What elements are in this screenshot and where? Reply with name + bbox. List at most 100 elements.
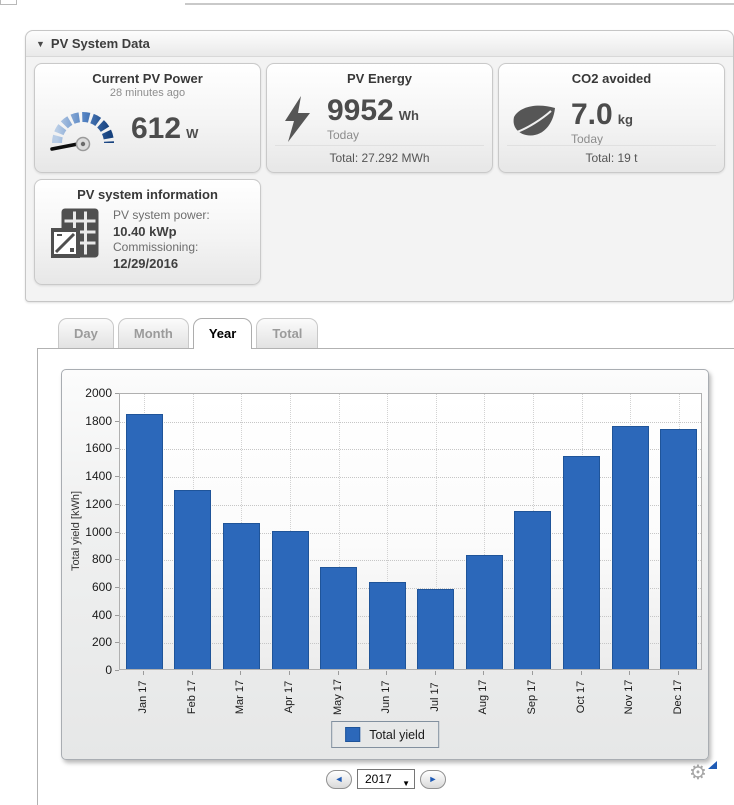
pv-system-information-card: PV system information	[34, 179, 261, 285]
y-tick-mark	[115, 531, 119, 533]
settings-gear-icon[interactable]: ⚙	[689, 761, 717, 788]
tab-total[interactable]: Total	[256, 318, 319, 348]
lightning-icon	[283, 96, 311, 142]
system-power-value: 10.40 kWp	[113, 223, 177, 239]
y-tick-mark	[115, 503, 119, 505]
x-tick-label: Jan 17	[137, 680, 150, 714]
y-tick-mark	[115, 448, 119, 450]
plot-area	[119, 393, 702, 670]
bar-mar-17	[222, 522, 260, 669]
pv-energy-period: Today	[327, 128, 360, 142]
y-tick-mark	[115, 670, 119, 671]
gridline-h	[120, 421, 701, 423]
x-tick-label: Aug 17	[477, 679, 490, 715]
x-tick-mark	[531, 671, 533, 675]
x-tick-label: Oct 17	[574, 680, 587, 714]
x-tick-mark	[240, 671, 242, 675]
tab-year[interactable]: Year	[192, 318, 253, 349]
bar-may-17	[320, 566, 358, 669]
co2-unit: kg	[617, 112, 633, 127]
bar-jan-17	[125, 414, 163, 669]
blue-arrow-icon	[708, 761, 717, 769]
system-power-label: PV system power:	[113, 208, 210, 222]
bar-nov-17	[611, 425, 649, 669]
chevron-down-icon: ▼	[402, 779, 410, 788]
x-tick-label: Mar 17	[234, 679, 247, 715]
card-title: PV Energy	[346, 71, 413, 86]
y-tick-label: 1800	[85, 413, 112, 428]
pv-system-data-panel: ▼ PV System Data Current PV Power 28 min…	[25, 30, 734, 302]
y-tick-label: 800	[91, 552, 112, 567]
co2-period: Today	[571, 132, 604, 146]
gridline-h	[120, 532, 701, 534]
tab-day[interactable]: Day	[58, 318, 114, 348]
y-tick-mark	[115, 586, 119, 588]
chart-legend: Total yield	[331, 721, 439, 748]
pv-system-data-header[interactable]: ▼ PV System Data	[26, 31, 733, 57]
y-tick-label: 1000	[85, 524, 112, 539]
y-tick-mark	[115, 559, 119, 561]
yield-chart: Total yield [kWh] Total yield 0 200 400 600…	[61, 369, 709, 760]
x-tick-label: Jul 17	[428, 682, 441, 712]
gridline-v	[387, 394, 389, 669]
y-tick-label: 1600	[85, 441, 112, 456]
year-select[interactable]: 2017 ▼	[357, 769, 415, 789]
y-tick-mark	[115, 393, 119, 394]
x-tick-mark	[629, 671, 631, 675]
gridline-h	[120, 560, 701, 562]
co2-total: Total: 19 t	[507, 145, 716, 172]
x-tick-label: Apr 17	[283, 680, 296, 714]
previous-year-button[interactable]: ◄	[326, 769, 352, 789]
x-tick-label: Dec 17	[671, 679, 684, 715]
bar-sep-17	[514, 511, 552, 669]
card-subtitle: 28 minutes ago	[109, 87, 186, 99]
pv-energy-total: Total: 27.292 MWh	[275, 145, 484, 172]
x-tick-mark	[386, 671, 388, 675]
bar-jun-17	[368, 581, 406, 669]
pv-energy-card: PV Energy 9952 Wh Today	[266, 63, 493, 173]
year-select-value: 2017	[365, 772, 392, 786]
gridline-v	[435, 394, 437, 669]
pv-energy-value: 9952	[327, 94, 394, 127]
bar-feb-17	[174, 490, 212, 669]
legend-label: Total yield	[369, 727, 425, 742]
tab-month[interactable]: Month	[117, 318, 189, 348]
gridline-h	[120, 504, 701, 506]
current-power-value: 612	[131, 112, 182, 145]
gridline-h	[120, 643, 701, 645]
x-tick-label: Feb 17	[185, 679, 198, 715]
x-tick-mark	[677, 671, 679, 675]
x-tick-mark	[434, 671, 436, 675]
gridline-v	[338, 394, 340, 669]
bar-aug-17	[465, 555, 503, 669]
period-tabs: Day Month Year Total	[58, 318, 319, 349]
commissioning-label: Commissioning:	[113, 240, 199, 255]
tab-content-panel: Total yield [kWh] Total yield 0 200 400 600…	[37, 348, 734, 805]
gridline-h	[120, 477, 701, 479]
y-tick-label: 400	[91, 607, 112, 622]
y-tick-label: 600	[91, 579, 112, 594]
y-tick-mark	[115, 642, 119, 644]
x-tick-mark	[483, 671, 485, 675]
bar-dec-17	[660, 429, 698, 669]
card-title: PV system information	[77, 187, 218, 202]
co2-avoided-card: CO2 avoided 7.0 kg Today	[498, 63, 725, 173]
y-tick-label: 1200	[85, 496, 112, 511]
x-tick-mark	[337, 671, 339, 675]
x-tick-mark	[143, 671, 145, 675]
current-pv-power-card: Current PV Power 28 minutes ago	[34, 63, 261, 173]
next-year-button[interactable]: ►	[420, 769, 446, 789]
y-tick-mark	[115, 476, 119, 478]
gridline-h	[120, 587, 701, 589]
x-tick-label: May 17	[331, 678, 344, 716]
y-tick-label: 1400	[85, 469, 112, 484]
year-navigation: ◄ 2017 ▼ ►	[38, 769, 734, 789]
gridline-v	[484, 394, 486, 669]
gridline-h	[120, 615, 701, 617]
x-tick-mark	[191, 671, 193, 675]
x-tick-mark	[289, 671, 291, 675]
gauge-icon	[49, 103, 115, 155]
y-tick-label: 2000	[85, 386, 112, 400]
x-tick-label: Sep 17	[525, 679, 538, 715]
bar-apr-17	[271, 530, 309, 669]
